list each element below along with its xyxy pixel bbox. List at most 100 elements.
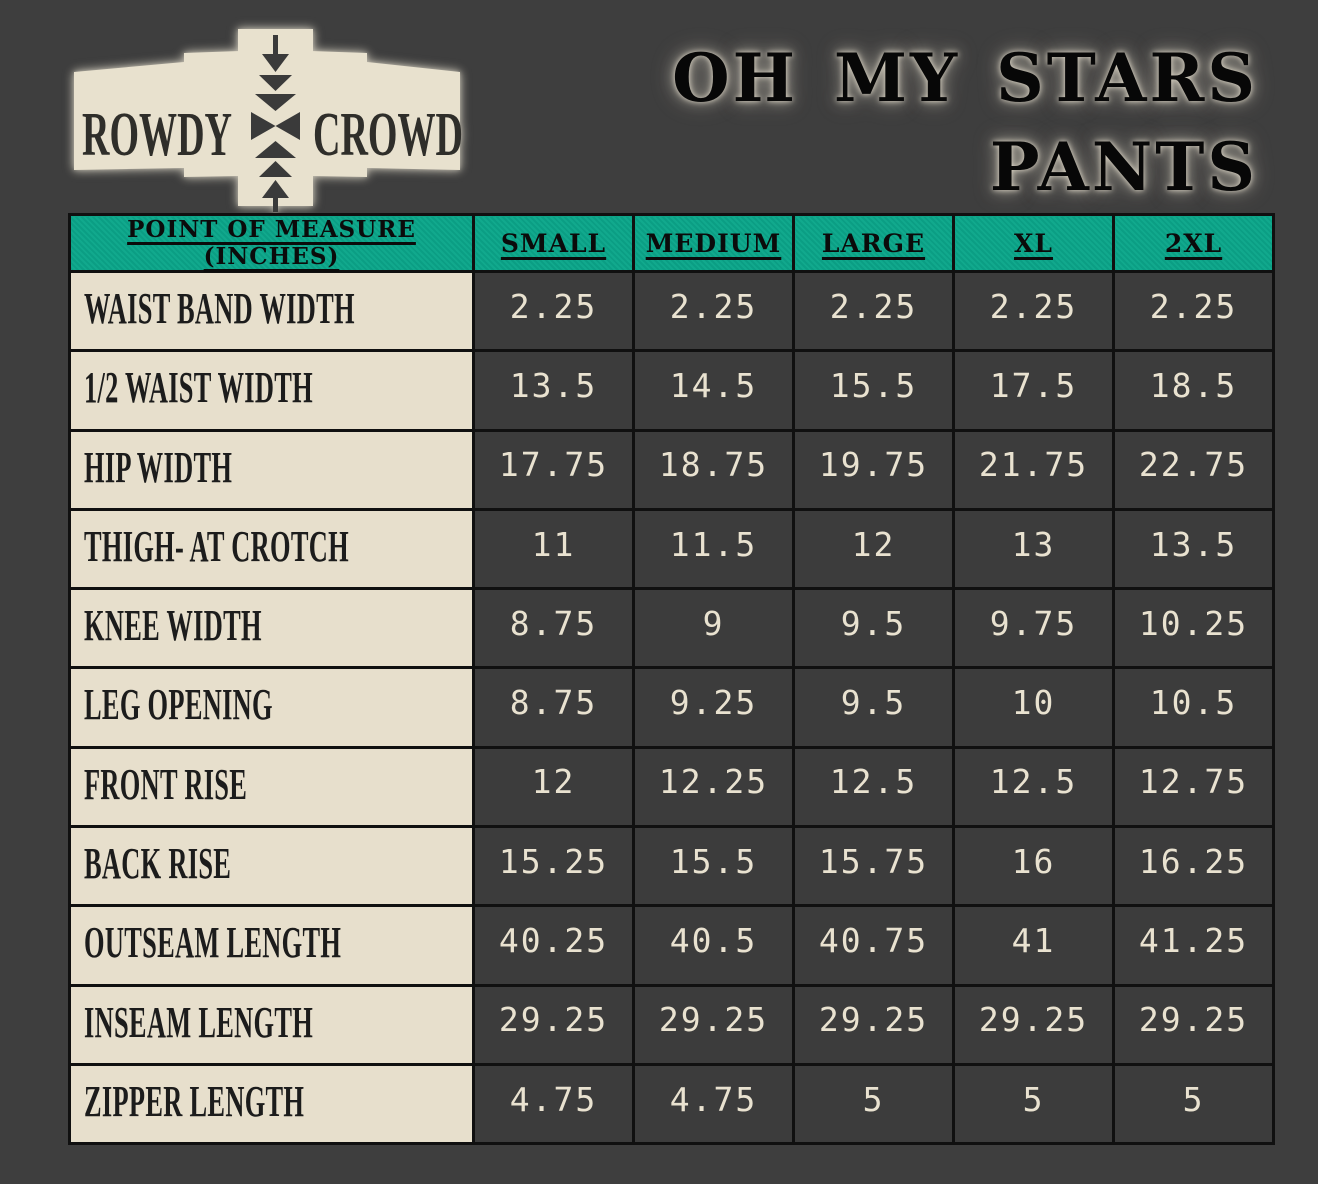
table-row-inseam-length: INSEAM LENGTH 29.25 29.25 29.25 29.25 29.25: [68, 983, 1275, 1066]
column-header-2xl: 2XL: [1112, 213, 1275, 273]
size-value-cell: 40.5: [632, 904, 795, 987]
column-header-medium: MEDIUM: [632, 213, 795, 273]
size-value-cell: 15.75: [792, 825, 955, 908]
row-label-text: HIP WIDTH: [84, 442, 233, 492]
size-value-cell: 16: [952, 825, 1115, 908]
row-label-text: LEG OPENING: [84, 680, 273, 730]
table-row-thigh-at-crotch: THIGH- AT CROTCH 11 11.5 12 13 13.5: [68, 507, 1275, 591]
row-label: KNEE WIDTH: [68, 587, 475, 670]
size-value-cell: 41: [952, 904, 1115, 987]
row-label-text: INSEAM LENGTH: [84, 997, 314, 1047]
size-value-cell: 11: [472, 507, 635, 591]
table-row-zipper-length: ZIPPER LENGTH 4.75 4.75 5 5 5: [68, 1062, 1275, 1146]
table-row-waist-band-width: WAIST BAND WIDTH 2.25 2.25 2.25 2.25 2.25: [68, 269, 1275, 353]
row-label-text: ZIPPER LENGTH: [84, 1076, 305, 1126]
row-label: ZIPPER LENGTH: [68, 1062, 475, 1146]
size-value-cell: 12.75: [1112, 745, 1275, 829]
logo-ribbon-left-mid: [184, 51, 240, 177]
row-label-text: OUTSEAM LENGTH: [84, 918, 342, 968]
row-label: HIP WIDTH: [68, 428, 475, 511]
size-value-cell: 9.75: [952, 587, 1115, 670]
size-value-cell: 22.75: [1112, 428, 1275, 511]
logo-text-left: ROWDY: [82, 101, 232, 169]
size-value-cell: 21.75: [952, 428, 1115, 511]
rowdy-crowd-logo: ROWDY CROWD: [74, 29, 463, 212]
logo-ribbon-right-mid: [311, 51, 367, 177]
size-chart-header: POINT OF MEASURE (INCHES) SMALL MEDIUM LARG…: [68, 213, 1275, 273]
row-label: LEG OPENING: [68, 666, 475, 749]
size-value-cell: 13.5: [1112, 507, 1275, 591]
page-title: OH MY STARS PANTS: [672, 34, 1258, 212]
size-value-cell: 12: [792, 507, 955, 591]
size-value-cell: 18.5: [1112, 349, 1275, 432]
size-value-cell: 5: [1112, 1062, 1275, 1146]
logo-ribbon-left-outer: [74, 62, 184, 170]
size-value-cell: 29.25: [792, 983, 955, 1066]
row-label: THIGH- AT CROTCH: [68, 507, 475, 591]
size-value-cell: 12.25: [632, 745, 795, 829]
size-value-cell: 5: [952, 1062, 1115, 1146]
row-label-text: FRONT RISE: [84, 759, 248, 809]
size-value-cell: 4.75: [632, 1062, 795, 1146]
size-value-cell: 13.5: [472, 349, 635, 432]
row-label-text: THIGH- AT CROTCH: [84, 521, 349, 571]
size-value-cell: 2.25: [792, 269, 955, 353]
column-header-xl: XL: [952, 213, 1115, 273]
size-value-cell: 4.75: [472, 1062, 635, 1146]
size-value-cell: 9: [632, 587, 795, 670]
size-value-cell: 29.25: [632, 983, 795, 1066]
size-value-cell: 9.5: [792, 666, 955, 749]
size-value-cell: 15.5: [792, 349, 955, 432]
size-value-cell: 13: [952, 507, 1115, 591]
size-value-cell: 8.75: [472, 587, 635, 670]
size-value-cell: 8.75: [472, 666, 635, 749]
size-value-cell: 12.5: [792, 745, 955, 829]
size-value-cell: 40.75: [792, 904, 955, 987]
title-line-2: PANTS: [989, 128, 1258, 206]
size-value-cell: 29.25: [1112, 983, 1275, 1066]
table-row-front-rise: FRONT RISE 12 12.25 12.5 12.5 12.75: [68, 745, 1275, 829]
size-value-cell: 2.25: [1112, 269, 1275, 353]
row-label: WAIST BAND WIDTH: [68, 269, 475, 353]
size-value-cell: 10.25: [1112, 587, 1275, 670]
size-value-cell: 2.25: [952, 269, 1115, 353]
logo-text-right: CROWD: [313, 101, 463, 169]
size-value-cell: 17.75: [472, 428, 635, 511]
row-label: 1/2 WAIST WIDTH: [68, 349, 475, 432]
row-label: BACK RISE: [68, 825, 475, 908]
row-label: OUTSEAM LENGTH: [68, 904, 475, 987]
logo-ribbon-right-outer: [367, 62, 460, 170]
table-row-1-2-waist-width: 1/2 WAIST WIDTH 13.5 14.5 15.5 17.5 18.5: [68, 349, 1275, 432]
logo-center-bar: [238, 29, 313, 206]
size-value-cell: 10: [952, 666, 1115, 749]
size-value-cell: 29.25: [472, 983, 635, 1066]
table-row-outseam-length: OUTSEAM LENGTH 40.25 40.5 40.75 41 41.25: [68, 904, 1275, 987]
title-line-1: OH MY STARS: [672, 39, 1258, 117]
size-value-cell: 5: [792, 1062, 955, 1146]
table-row-back-rise: BACK RISE 15.25 15.5 15.75 16 16.25: [68, 825, 1275, 908]
size-value-cell: 19.75: [792, 428, 955, 511]
size-value-cell: 14.5: [632, 349, 795, 432]
size-value-cell: 15.25: [472, 825, 635, 908]
size-value-cell: 10.5: [1112, 666, 1275, 749]
row-label-text: WAIST BAND WIDTH: [84, 284, 355, 333]
size-value-cell: 41.25: [1112, 904, 1275, 987]
column-header-point-of-measure-inches: POINT OF MEASURE (INCHES): [68, 213, 475, 273]
size-value-cell: 12: [472, 745, 635, 829]
size-value-cell: 11.5: [632, 507, 795, 591]
size-value-cell: 9.5: [792, 587, 955, 670]
size-value-cell: 2.25: [632, 269, 795, 353]
row-label-text: KNEE WIDTH: [84, 601, 262, 651]
size-value-cell: 9.25: [632, 666, 795, 749]
size-value-cell: 2.25: [472, 269, 635, 353]
size-value-cell: 40.25: [472, 904, 635, 987]
row-label-text: 1/2 WAIST WIDTH: [84, 363, 313, 413]
table-row-knee-width: KNEE WIDTH 8.75 9 9.5 9.75 10.25: [68, 587, 1275, 670]
table-row-hip-width: HIP WIDTH 17.75 18.75 19.75 21.75 22.75: [68, 428, 1275, 511]
size-value-cell: 12.5: [952, 745, 1115, 829]
size-value-cell: 16.25: [1112, 825, 1275, 908]
size-value-cell: 18.75: [632, 428, 795, 511]
size-value-cell: 15.5: [632, 825, 795, 908]
row-label: FRONT RISE: [68, 745, 475, 829]
size-chart-table: POINT OF MEASURE (INCHES) SMALL MEDIUM LARG…: [68, 213, 1275, 1146]
